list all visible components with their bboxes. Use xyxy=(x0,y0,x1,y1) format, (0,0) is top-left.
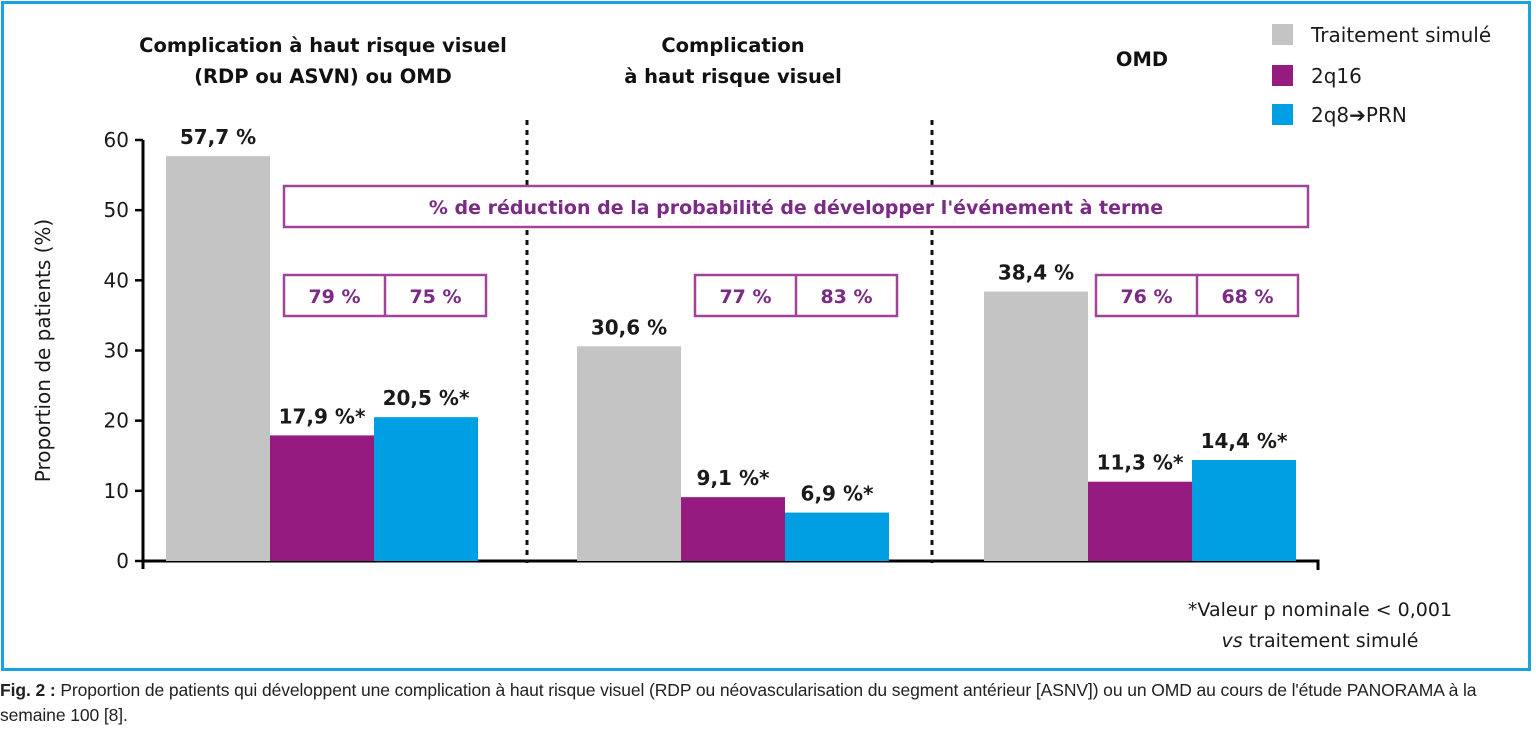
bars xyxy=(166,156,1296,561)
bar-value-label: 9,1 %* xyxy=(697,466,770,490)
bar-value-label: 20,5 %* xyxy=(383,386,470,410)
footnote-line-2: vs traitement simulé xyxy=(1130,626,1510,657)
y-axis-label: Proportion de patients (%) xyxy=(31,219,55,482)
bar-2q16-3 xyxy=(1088,481,1192,561)
bar-value-label: 6,9 %* xyxy=(801,482,874,506)
y-tick-label: 20 xyxy=(104,409,129,433)
reduction-2q16: 76 % xyxy=(1120,286,1172,308)
reduction-2q8-prn: 75 % xyxy=(409,286,461,308)
reduction-banner-box xyxy=(282,184,1310,229)
y-tick-label: 0 xyxy=(116,549,129,573)
bar-2q8-prn-3 xyxy=(1192,459,1296,561)
bar-value-label: 38,4 % xyxy=(998,261,1074,285)
reduction-annotations: % de réduction de la probabilité de déve… xyxy=(282,184,1310,318)
bar-2q16-1 xyxy=(270,435,374,561)
reduction-banner-text: % de réduction de la probabilité de déve… xyxy=(429,197,1163,219)
legend-label: Traitement simulé xyxy=(1310,23,1491,47)
group-title: (RDP ou ASVN) ou OMD xyxy=(194,65,452,88)
legend-swatch xyxy=(1272,65,1293,86)
reduction-2q16: 77 % xyxy=(719,286,771,308)
legend-label: 2q8➔PRN xyxy=(1311,103,1407,127)
footnote-line-1: *Valeur p nominale < 0,001 xyxy=(1187,599,1453,621)
figure-caption: Fig. 2 : Proportion de patients qui déve… xyxy=(0,678,1536,728)
footnote-vs: vs xyxy=(1221,630,1243,652)
y-tick-label: 50 xyxy=(104,198,129,222)
y-tick-label: 60 xyxy=(104,128,129,152)
group-title: Complication à haut risque visuel xyxy=(139,34,507,57)
bar-value-label: 30,6 % xyxy=(591,315,667,339)
footnote-rest: traitement simulé xyxy=(1242,630,1419,652)
legend: Traitement simulé 2q16 2q8➔PRN xyxy=(1272,23,1491,127)
bar-value-labels: 57,7 % 17,9 %* 20,5 %* 30,6 % 9,1 %* 6,9 %* 38… xyxy=(180,125,1288,505)
group-title: à haut risque visuel xyxy=(624,65,842,88)
bar-2q8-prn-2 xyxy=(785,512,889,561)
footnote: *Valeur p nominale < 0,001 vs traitement… xyxy=(1130,595,1510,657)
bar-2q16-2 xyxy=(681,497,785,561)
bar-traitement-simul--2 xyxy=(577,346,681,561)
group-titles: Complication à haut risque visuel (RDP ou… xyxy=(139,34,1168,88)
bar-value-label: 57,7 % xyxy=(180,125,256,149)
bar-traitement-simul--3 xyxy=(984,291,1088,561)
bar-value-label: 14,4 %* xyxy=(1201,429,1288,453)
caption-text: Proportion de patients qui développent u… xyxy=(0,680,1477,725)
group-title: OMD xyxy=(1116,48,1168,71)
legend-label: 2q16 xyxy=(1311,64,1362,88)
legend-swatch xyxy=(1272,24,1293,45)
caption-label: Fig. 2 : xyxy=(0,680,56,700)
bar-value-label: 17,9 %* xyxy=(279,404,366,428)
bar-2q8-prn-1 xyxy=(374,417,478,561)
y-tick-label: 40 xyxy=(104,268,129,292)
bar-traitement-simul--1 xyxy=(166,156,270,561)
reduction-2q16: 79 % xyxy=(308,286,360,308)
reduction-2q8-prn: 68 % xyxy=(1221,286,1273,308)
y-tick-label: 30 xyxy=(104,339,129,363)
y-tick-label: 10 xyxy=(104,479,129,503)
bar-value-label: 11,3 %* xyxy=(1097,451,1184,475)
reduction-2q8-prn: 83 % xyxy=(820,286,872,308)
legend-swatch xyxy=(1272,104,1293,125)
group-title: Complication xyxy=(661,34,804,57)
